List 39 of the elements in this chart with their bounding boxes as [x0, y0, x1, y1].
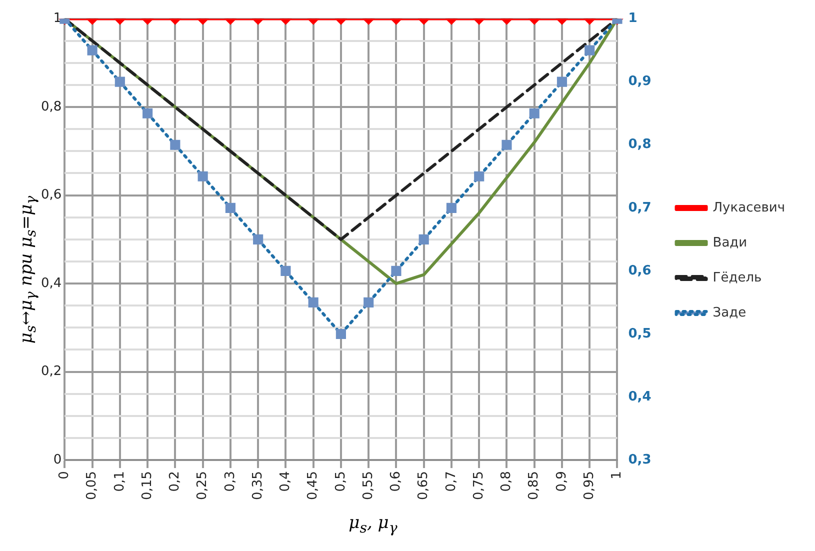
- y-tick-label: 0,2: [40, 364, 62, 380]
- x-tick-label: 0,8: [499, 471, 514, 492]
- y2-tick-label: 0,5: [628, 326, 652, 342]
- x-tick-label: 0,9: [554, 471, 570, 492]
- legend-label: Гёдель: [712, 270, 762, 286]
- x-tick-label: 0,15: [140, 471, 155, 500]
- x-tick-label: 0,85: [526, 471, 542, 500]
- y2-tick-label: 0,9: [628, 74, 652, 90]
- x-tick-label: 0,5: [333, 471, 348, 492]
- x-tick-label: 0,45: [306, 471, 321, 500]
- x-tick-label: 0,35: [250, 471, 266, 500]
- x-tick-label: 0,75: [471, 471, 486, 500]
- y2-tick-label: 0,3: [628, 452, 652, 468]
- x-tick-label: 0,6: [388, 471, 404, 492]
- x-axis-title: μ$_{s}$, μ$_{γ}$: [348, 513, 398, 536]
- y-tick-label: 0: [53, 452, 62, 468]
- y2-tick-label: 0,7: [628, 200, 652, 216]
- y-tick-label: 1: [53, 11, 62, 26]
- x-tick-label: 0,95: [582, 471, 597, 500]
- legend-label: Вади: [712, 235, 748, 250]
- y-tick-label: 0,6: [40, 188, 62, 203]
- x-tick-label: 0,05: [84, 471, 100, 500]
- legend-label: Лукасевич: [712, 200, 786, 216]
- x-tick-label: 1: [610, 471, 625, 480]
- x-tick-label: 0,4: [278, 471, 294, 492]
- y2-tick-label: 0,4: [628, 389, 652, 404]
- y-tick-label: 0,8: [40, 99, 62, 114]
- legend-label: Заде: [712, 305, 746, 320]
- x-tick-label: 0,3: [222, 471, 238, 492]
- x-tick-label: 0,2: [168, 471, 183, 492]
- x-tick-label: 0,7: [444, 471, 459, 492]
- x-tick-label: 0,55: [360, 471, 376, 500]
- x-tick-label: 0,25: [195, 471, 210, 500]
- y2-tick-label: 1: [628, 11, 638, 26]
- y2-tick-label: 0,6: [628, 263, 652, 278]
- x-tick-label: 0,65: [416, 471, 432, 500]
- x-tick-label: 0,1: [112, 471, 128, 492]
- y2-tick-label: 0,8: [628, 137, 652, 152]
- y-tick-label: 0,4: [40, 276, 62, 291]
